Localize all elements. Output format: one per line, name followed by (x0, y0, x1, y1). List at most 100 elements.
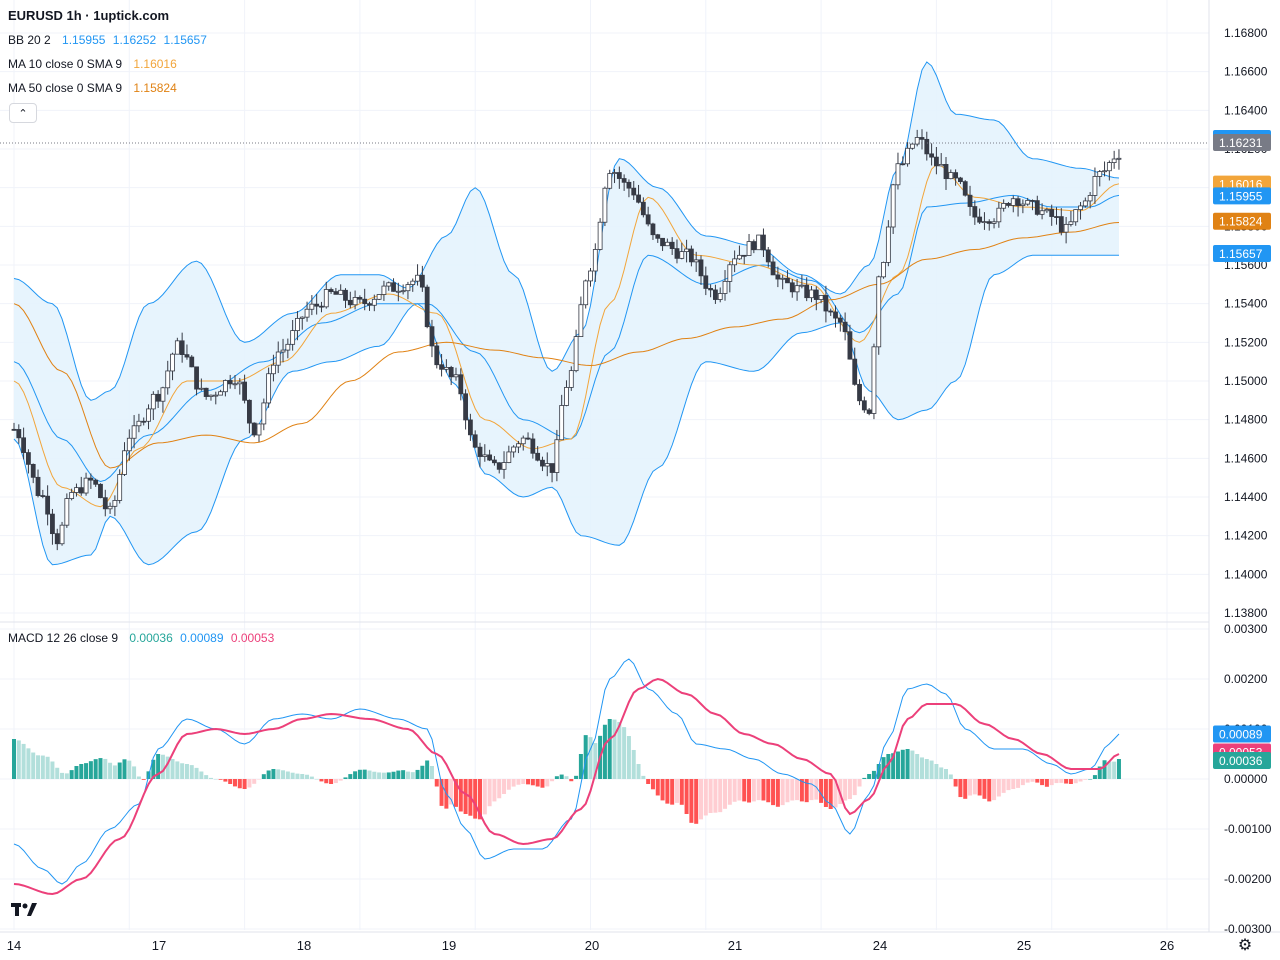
macd-histogram-bar (425, 760, 430, 779)
macd-legend[interactable]: MACD 12 26 close 9 0.00036 0.00089 0.000… (8, 631, 278, 645)
macd-histogram-bar (958, 779, 963, 798)
macd-histogram-bar (1064, 779, 1069, 784)
candle-down (333, 291, 339, 295)
candle-down (472, 434, 478, 448)
macd-line (13, 658, 1120, 885)
candle-up (544, 463, 550, 467)
candle-down (900, 163, 906, 166)
candle-down (549, 463, 555, 473)
candle-down (439, 364, 444, 370)
candle-up (693, 259, 699, 263)
candle-up (266, 373, 272, 404)
macd-histogram-bar (569, 779, 574, 782)
candle-up (895, 163, 901, 186)
candle-up (165, 370, 171, 389)
macd-histogram-bar (175, 761, 180, 779)
macd-histogram-bar (141, 779, 146, 780)
macd-histogram-bar (516, 779, 521, 785)
candle-down (943, 164, 949, 180)
macd-histogram-bar (919, 757, 924, 779)
tradingview-logo-icon[interactable] (10, 898, 38, 924)
candle-down (40, 495, 46, 497)
macd-histogram-bar (655, 779, 660, 796)
macd-histogram-bar (799, 779, 804, 802)
candle-up (122, 450, 127, 475)
macd-histogram-bar (665, 779, 670, 804)
bollinger-fill (14, 62, 1119, 565)
candle-up (1097, 171, 1103, 177)
candle-down (1049, 209, 1055, 217)
macd-histogram-bar (795, 779, 800, 801)
macd-histogram-bar (751, 779, 756, 802)
collapse-legend-button[interactable]: ⌃ (9, 103, 37, 123)
macd-histogram-bar (295, 773, 300, 779)
price-tick-label: 1.15400 (1224, 297, 1268, 311)
bollinger-basis-line (13, 194, 1120, 483)
macd-histogram-bar (948, 774, 953, 779)
bb-basis-value: 1.15955 (62, 33, 106, 47)
candle-up (218, 391, 223, 396)
candle-up (1039, 210, 1045, 215)
macd-histogram-bar (612, 719, 617, 779)
candle-up (1020, 203, 1026, 206)
bb-legend[interactable]: BB 20 2 1.15955 1.16252 1.15657 (8, 33, 211, 47)
time-tick-label: 21 (728, 938, 742, 953)
macd-histogram-bar (194, 767, 199, 779)
candle-up (516, 443, 521, 448)
macd-histogram-bar (814, 779, 819, 800)
candle-up (309, 303, 315, 310)
ma50-legend[interactable]: MA 50 close 0 SMA 9 1.15824 (8, 81, 181, 95)
price-tick-label: 1.15200 (1224, 335, 1268, 349)
candle-down (492, 459, 497, 464)
candle-down (645, 214, 651, 225)
macd-histogram-bar (405, 771, 410, 779)
candle-down (674, 248, 680, 259)
candle-up (799, 284, 805, 287)
candle-down (391, 282, 396, 292)
macd-histogram-bar (809, 779, 814, 801)
candle-up (174, 340, 180, 355)
ma10-legend[interactable]: MA 10 close 0 SMA 9 1.16016 (8, 57, 181, 71)
candle-up (64, 498, 70, 526)
candle-down (16, 429, 22, 439)
time-axis[interactable]: 14 17 18 19 20 21 24 25 26 (7, 938, 1174, 953)
macd-histogram-bar (626, 736, 631, 779)
candle-up (905, 147, 910, 165)
macd-histogram-bar (857, 779, 862, 787)
macd-histogram-bar (823, 779, 828, 807)
price-axis[interactable]: 1.168001.166001.164001.162001.160001.158… (1213, 26, 1272, 936)
price-label-tag (1213, 244, 1271, 262)
candle-down (419, 274, 425, 288)
macd-histogram-bar (218, 779, 223, 780)
macd-histogram-bar (646, 779, 651, 784)
macd-histogram-bar (1116, 759, 1121, 779)
macd-histogram-bar (357, 769, 362, 779)
macd-histogram-bar (944, 769, 949, 779)
macd-histogram-bar (939, 767, 944, 779)
macd-label-tag-text: 0.00089 (1219, 728, 1263, 742)
candle-up (871, 346, 877, 414)
macd-histogram-bar (703, 779, 708, 816)
macd-histogram-bar (305, 774, 310, 779)
macd-histogram-bar (766, 779, 771, 803)
macd-tick-label: 0.00300 (1224, 622, 1268, 636)
candle-down (761, 234, 766, 251)
macd-hist-value: 0.00036 (129, 631, 173, 645)
candle-down (179, 340, 185, 355)
macd-histogram-bar (1044, 779, 1049, 787)
macd-histogram-bar (319, 779, 324, 782)
candle-up (664, 241, 670, 247)
macd-histogram-bar (449, 779, 454, 805)
macd-histogram-bar (377, 772, 382, 779)
gear-icon[interactable]: ⚙ (1237, 937, 1253, 954)
candle-down (463, 393, 468, 421)
candle-up (443, 367, 449, 370)
candle-up (612, 172, 617, 174)
candle-up (1068, 221, 1074, 225)
candle-down (11, 428, 17, 431)
macd-histogram-bar (1068, 779, 1073, 784)
macd-histogram-bar (160, 754, 165, 779)
candle-down (616, 172, 622, 179)
macd-histogram-bar (915, 754, 920, 779)
